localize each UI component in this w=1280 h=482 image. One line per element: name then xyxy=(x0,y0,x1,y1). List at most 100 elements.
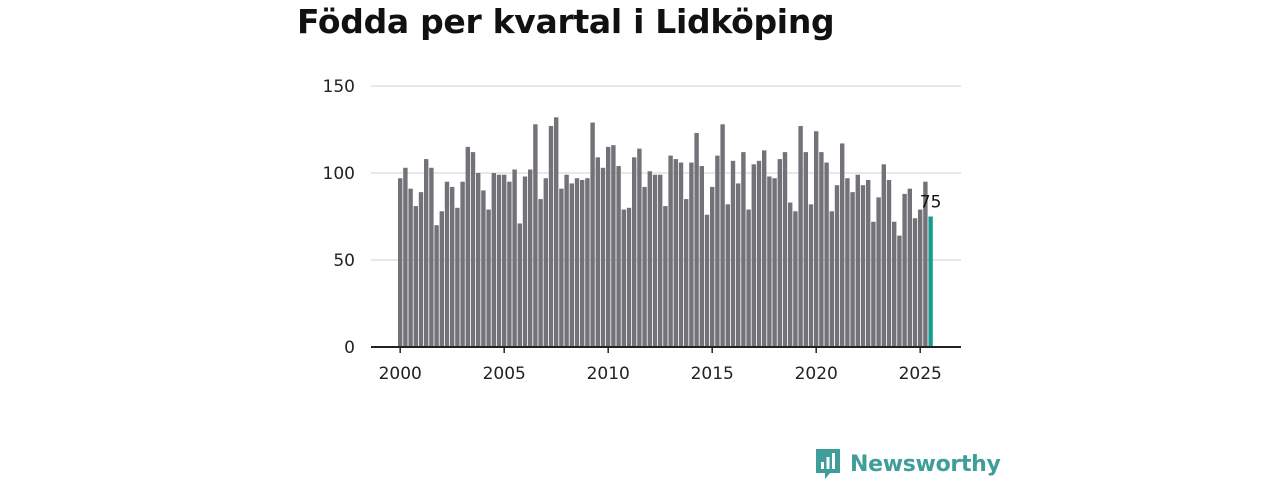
bar xyxy=(455,207,460,347)
bar xyxy=(606,146,611,347)
bar xyxy=(621,209,626,347)
bars xyxy=(398,117,933,348)
bar xyxy=(460,181,465,347)
bar xyxy=(564,174,569,347)
bar xyxy=(772,178,777,347)
x-tick-label: 2020 xyxy=(795,364,838,384)
bar xyxy=(481,190,486,347)
bar xyxy=(824,162,829,347)
bar xyxy=(793,211,798,347)
bar xyxy=(720,124,725,347)
bar xyxy=(418,192,424,347)
bar xyxy=(398,178,403,347)
bar xyxy=(798,126,803,348)
bar xyxy=(522,176,528,347)
bar xyxy=(574,178,580,347)
y-tick-label: 150 xyxy=(323,77,355,97)
x-tick-labels: 2000 2005 2010 2015 2020 2025 xyxy=(379,364,942,384)
bar xyxy=(918,209,923,347)
bar xyxy=(881,164,886,347)
bar xyxy=(689,162,694,347)
bar xyxy=(845,178,850,347)
bar xyxy=(548,126,554,348)
newsworthy-logo[interactable]: Newsworthy xyxy=(814,446,1001,482)
y-tick-label: 50 xyxy=(333,251,355,271)
bar xyxy=(491,173,496,347)
bar xyxy=(886,179,892,347)
bar xyxy=(892,221,897,347)
x-tick-label: 2000 xyxy=(379,364,422,384)
bar xyxy=(840,143,845,347)
x-axis xyxy=(371,346,961,353)
x-tick-label: 2010 xyxy=(587,364,630,384)
bar xyxy=(803,152,808,347)
bar xyxy=(559,188,564,347)
bar xyxy=(907,188,912,347)
bar xyxy=(543,178,548,347)
x-tick-label: 2015 xyxy=(691,364,734,384)
bar xyxy=(725,204,730,347)
bar xyxy=(715,155,720,347)
bar xyxy=(668,155,673,347)
bar xyxy=(476,173,481,347)
bar xyxy=(470,152,476,347)
y-tick-label: 0 xyxy=(344,338,355,358)
bar xyxy=(554,117,559,347)
bar xyxy=(647,171,652,347)
bar xyxy=(595,157,600,347)
bar xyxy=(829,211,834,347)
bar xyxy=(923,181,928,347)
bar xyxy=(808,204,814,347)
bar xyxy=(496,174,502,347)
bar xyxy=(434,225,439,347)
bar xyxy=(699,166,704,347)
bar xyxy=(897,235,902,347)
bar xyxy=(600,167,606,347)
bar xyxy=(855,174,860,347)
bar xyxy=(424,159,429,347)
bar xyxy=(408,188,413,347)
bar xyxy=(912,218,918,347)
bar xyxy=(652,174,658,347)
bar xyxy=(673,159,678,347)
bar xyxy=(678,162,684,347)
bar xyxy=(465,146,470,347)
bar xyxy=(788,202,793,347)
bar xyxy=(450,186,455,347)
bar xyxy=(611,145,616,347)
bar-chart: 0 50 100 150 2000 2005 2010 2015 2020 2025 75 xyxy=(323,77,961,384)
bar xyxy=(819,152,824,347)
bar xyxy=(528,169,533,347)
brand-name: Newsworthy xyxy=(850,451,1001,477)
bar xyxy=(585,178,590,347)
chart-title: Födda per kvartal i Lidköping xyxy=(297,2,835,41)
bar xyxy=(517,223,522,347)
bar xyxy=(486,209,491,347)
bar xyxy=(580,179,585,347)
bar xyxy=(507,181,512,347)
bar xyxy=(590,122,595,347)
bar xyxy=(860,185,866,347)
bar xyxy=(762,150,767,347)
bar xyxy=(777,159,782,347)
bar xyxy=(871,221,876,347)
bar xyxy=(814,131,819,347)
bar xyxy=(637,148,642,347)
bar xyxy=(876,197,881,347)
bar xyxy=(512,169,517,347)
y-tick-label: 100 xyxy=(323,164,355,184)
bar xyxy=(663,206,668,347)
bar xyxy=(569,183,574,347)
bar xyxy=(751,164,756,347)
x-tick-label: 2005 xyxy=(483,364,526,384)
bar xyxy=(741,152,746,347)
data-labels: 75 xyxy=(920,193,942,213)
bar xyxy=(632,157,637,347)
bar xyxy=(746,209,751,347)
bar xyxy=(642,186,647,347)
bar xyxy=(616,166,621,347)
bar xyxy=(756,160,762,347)
bar xyxy=(704,214,710,347)
bar xyxy=(730,160,736,347)
bar xyxy=(902,193,907,347)
